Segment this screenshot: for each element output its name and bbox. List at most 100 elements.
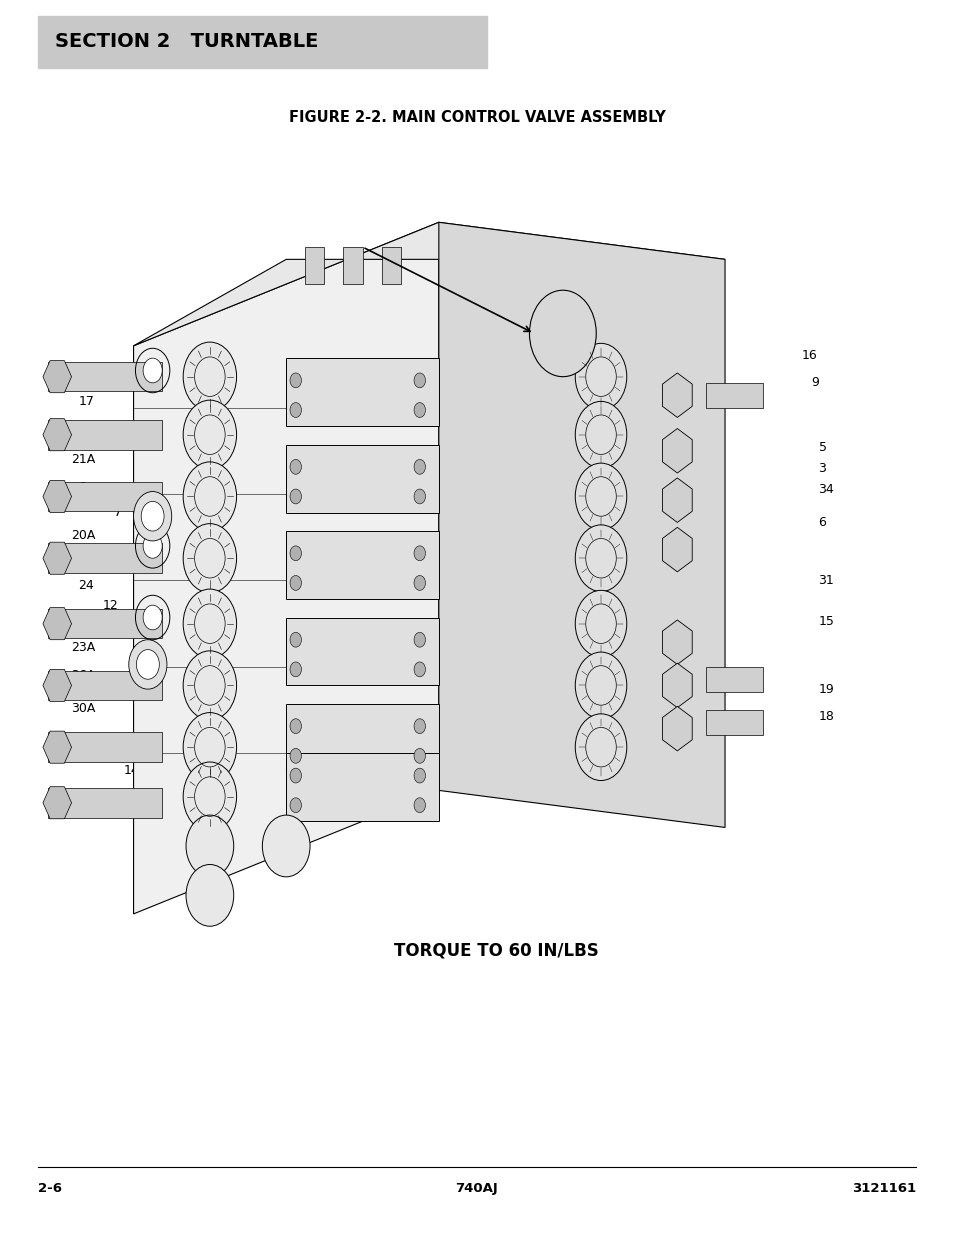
FancyBboxPatch shape — [48, 482, 162, 511]
Circle shape — [414, 489, 425, 504]
Text: 32A: 32A — [71, 425, 95, 437]
Circle shape — [290, 632, 301, 647]
Text: TORQUE TO 60 IN/LBS: TORQUE TO 60 IN/LBS — [394, 942, 598, 960]
Circle shape — [262, 815, 310, 877]
Circle shape — [290, 576, 301, 590]
Circle shape — [133, 492, 172, 541]
Text: 27A: 27A — [224, 802, 249, 814]
FancyBboxPatch shape — [381, 247, 400, 284]
Text: 11: 11 — [429, 761, 445, 773]
Circle shape — [290, 748, 301, 763]
Circle shape — [414, 748, 425, 763]
Circle shape — [414, 662, 425, 677]
Circle shape — [575, 463, 626, 530]
Text: 15: 15 — [818, 615, 834, 627]
Text: 30: 30 — [429, 659, 445, 672]
Circle shape — [414, 459, 425, 474]
Text: 12: 12 — [103, 599, 119, 611]
Circle shape — [290, 798, 301, 813]
Text: 29A: 29A — [184, 777, 208, 789]
Circle shape — [183, 400, 236, 469]
Circle shape — [575, 525, 626, 592]
Text: 3: 3 — [818, 462, 825, 474]
Text: 25: 25 — [429, 450, 445, 462]
Circle shape — [414, 373, 425, 388]
FancyBboxPatch shape — [286, 704, 438, 772]
Circle shape — [575, 590, 626, 657]
Circle shape — [414, 798, 425, 813]
FancyBboxPatch shape — [286, 531, 438, 599]
Circle shape — [575, 343, 626, 410]
Text: 36: 36 — [78, 752, 94, 764]
FancyBboxPatch shape — [38, 16, 486, 68]
Text: 2-6: 2-6 — [38, 1182, 62, 1194]
FancyBboxPatch shape — [705, 383, 762, 408]
Circle shape — [183, 342, 236, 411]
Text: 13: 13 — [103, 616, 119, 629]
FancyBboxPatch shape — [48, 543, 162, 573]
Polygon shape — [661, 663, 692, 708]
Circle shape — [183, 713, 236, 782]
Text: 35: 35 — [78, 555, 94, 567]
Circle shape — [290, 403, 301, 417]
Text: 20A: 20A — [71, 530, 96, 542]
Text: 22: 22 — [429, 474, 445, 487]
Text: 27: 27 — [362, 790, 378, 803]
Circle shape — [290, 768, 301, 783]
Text: 23A: 23A — [71, 641, 95, 653]
Text: 18: 18 — [818, 710, 834, 722]
FancyBboxPatch shape — [286, 358, 438, 426]
Text: 8: 8 — [78, 482, 86, 494]
Polygon shape — [43, 731, 71, 763]
Text: 23: 23 — [419, 571, 436, 583]
Polygon shape — [661, 620, 692, 664]
FancyBboxPatch shape — [48, 788, 162, 818]
Polygon shape — [43, 608, 71, 640]
Circle shape — [129, 640, 167, 689]
Circle shape — [290, 459, 301, 474]
Circle shape — [186, 864, 233, 926]
Text: 4: 4 — [86, 364, 93, 377]
Circle shape — [290, 662, 301, 677]
Text: 3121161: 3121161 — [851, 1182, 915, 1194]
Circle shape — [183, 762, 236, 831]
Circle shape — [183, 651, 236, 720]
Polygon shape — [43, 419, 71, 451]
Text: 39: 39 — [410, 552, 426, 564]
Polygon shape — [661, 527, 692, 572]
Text: 10: 10 — [429, 743, 445, 756]
Text: 9: 9 — [810, 377, 818, 389]
FancyBboxPatch shape — [305, 247, 324, 284]
FancyBboxPatch shape — [343, 247, 362, 284]
FancyBboxPatch shape — [48, 609, 162, 638]
Circle shape — [575, 714, 626, 781]
Polygon shape — [43, 361, 71, 393]
Circle shape — [186, 815, 233, 877]
Text: 31: 31 — [818, 574, 834, 587]
FancyBboxPatch shape — [286, 618, 438, 685]
FancyBboxPatch shape — [286, 445, 438, 513]
Circle shape — [414, 632, 425, 647]
Polygon shape — [438, 222, 724, 827]
Text: 17: 17 — [78, 395, 94, 408]
Polygon shape — [133, 222, 724, 346]
Text: 740AJ: 740AJ — [456, 1182, 497, 1194]
Polygon shape — [43, 669, 71, 701]
Text: 24: 24 — [78, 579, 94, 592]
Text: 21A: 21A — [71, 453, 95, 466]
Circle shape — [414, 403, 425, 417]
Circle shape — [414, 546, 425, 561]
Circle shape — [290, 546, 301, 561]
Text: 23B: 23B — [436, 499, 461, 511]
FancyBboxPatch shape — [48, 420, 162, 450]
Circle shape — [183, 589, 236, 658]
Text: 6: 6 — [818, 516, 825, 529]
Circle shape — [290, 489, 301, 504]
Circle shape — [183, 462, 236, 531]
Circle shape — [143, 358, 162, 383]
Circle shape — [290, 719, 301, 734]
Text: 38: 38 — [381, 599, 397, 611]
Text: 34: 34 — [818, 483, 834, 495]
Circle shape — [414, 719, 425, 734]
FancyBboxPatch shape — [705, 667, 762, 692]
